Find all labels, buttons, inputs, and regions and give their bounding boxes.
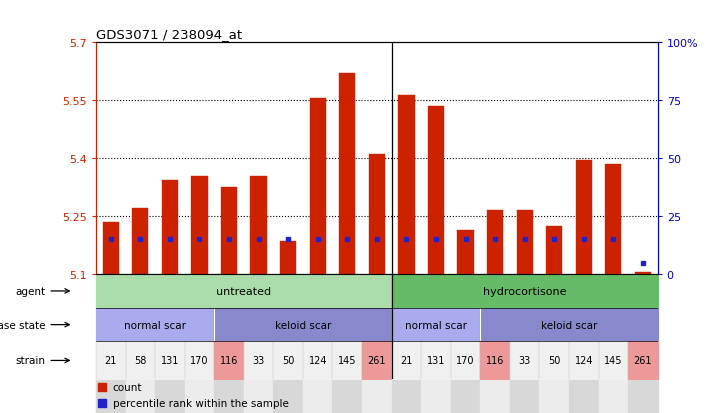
Bar [635, 273, 651, 274]
Text: 145: 145 [604, 356, 623, 366]
Text: 131: 131 [161, 356, 179, 366]
Bar [162, 180, 178, 274]
Text: untreated: untreated [216, 286, 272, 296]
Text: 33: 33 [252, 356, 264, 366]
Bar [605, 165, 621, 274]
Bar [309, 99, 326, 274]
Text: agent: agent [16, 286, 46, 296]
Bar [155, 274, 185, 413]
Bar [369, 155, 385, 274]
Bar [421, 274, 451, 413]
Bar [339, 74, 356, 274]
Bar [457, 230, 474, 274]
Bar [185, 274, 214, 413]
Bar [451, 274, 481, 413]
Text: disease state: disease state [0, 320, 46, 330]
Bar [481, 274, 510, 413]
Bar [362, 274, 392, 413]
Text: 124: 124 [574, 356, 593, 366]
Bar [221, 188, 237, 274]
Bar [546, 226, 562, 274]
Text: 170: 170 [456, 356, 475, 366]
Bar [333, 274, 362, 413]
Bar [244, 274, 273, 413]
Bar [599, 274, 628, 413]
Bar [428, 107, 444, 274]
Bar [516, 211, 533, 274]
Bar [398, 95, 415, 274]
Text: 124: 124 [309, 356, 327, 366]
Bar [510, 274, 540, 413]
Bar [273, 274, 303, 413]
Text: 261: 261 [368, 356, 386, 366]
Bar [126, 274, 155, 413]
Text: strain: strain [16, 356, 46, 366]
Text: 116: 116 [486, 356, 504, 366]
Bar [96, 274, 126, 413]
Text: 261: 261 [634, 356, 652, 366]
Bar [540, 274, 569, 413]
Text: 145: 145 [338, 356, 356, 366]
Bar [250, 176, 267, 274]
Bar [628, 274, 658, 413]
Text: GDS3071 / 238094_at: GDS3071 / 238094_at [96, 28, 242, 41]
Text: count: count [113, 382, 142, 392]
Text: 131: 131 [427, 356, 445, 366]
Bar [280, 242, 296, 274]
Text: 170: 170 [191, 356, 209, 366]
Bar [576, 161, 592, 274]
Text: normal scar: normal scar [405, 320, 467, 330]
Text: keloid scar: keloid scar [541, 320, 597, 330]
Bar [487, 211, 503, 274]
Text: keloid scar: keloid scar [274, 320, 331, 330]
Text: 21: 21 [400, 356, 412, 366]
Bar [569, 274, 599, 413]
Text: hydrocortisone: hydrocortisone [483, 286, 567, 296]
Bar [214, 274, 244, 413]
Text: percentile rank within the sample: percentile rank within the sample [113, 398, 289, 408]
Text: 21: 21 [105, 356, 117, 366]
Text: normal scar: normal scar [124, 320, 186, 330]
Bar [392, 274, 421, 413]
Text: 58: 58 [134, 356, 146, 366]
Bar [191, 176, 208, 274]
Text: 50: 50 [282, 356, 294, 366]
Bar [132, 209, 149, 274]
Bar [303, 274, 333, 413]
Text: 50: 50 [548, 356, 560, 366]
Bar [102, 223, 119, 274]
Text: 116: 116 [220, 356, 238, 366]
Text: 33: 33 [518, 356, 531, 366]
